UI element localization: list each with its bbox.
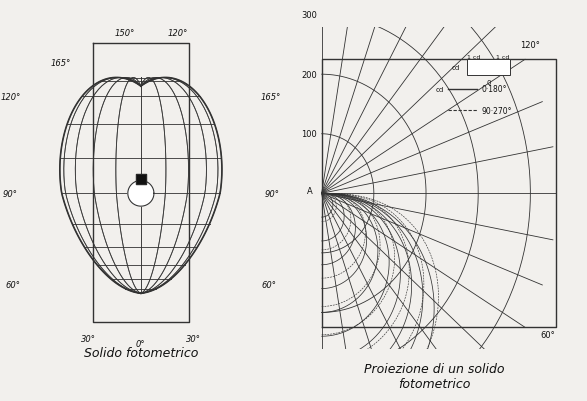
Text: 0: 0 [486, 80, 491, 86]
Text: 0·180°: 0·180° [481, 85, 507, 94]
Text: cd: cd [436, 87, 444, 93]
Text: Proiezione di un solido
fotometrico: Proiezione di un solido fotometrico [364, 362, 505, 390]
Text: 90°: 90° [2, 189, 17, 198]
Text: 120°: 120° [167, 29, 188, 38]
Text: 120°: 120° [1, 93, 21, 102]
Text: 120°: 120° [520, 41, 540, 49]
Text: 90°: 90° [265, 189, 279, 198]
Text: 60°: 60° [261, 280, 276, 289]
Text: 150°: 150° [115, 29, 136, 38]
Text: 165°: 165° [51, 59, 71, 68]
Text: 1 cd: 1 cd [496, 55, 510, 60]
Text: 200: 200 [301, 71, 317, 79]
Text: cd: cd [452, 65, 460, 71]
Text: 30°: 30° [185, 334, 201, 343]
Text: 165°: 165° [261, 93, 281, 102]
Text: 1 cd: 1 cd [467, 55, 481, 60]
Text: 30°: 30° [81, 334, 96, 343]
Text: 90·270°: 90·270° [481, 106, 512, 115]
Text: 60°: 60° [6, 280, 21, 289]
Polygon shape [128, 181, 154, 207]
Text: 100: 100 [301, 130, 317, 139]
Text: 300: 300 [301, 11, 317, 20]
Text: 60°: 60° [540, 330, 555, 339]
Text: A: A [306, 186, 312, 196]
Bar [467, 60, 510, 76]
Text: Solido fotometrico: Solido fotometrico [84, 346, 198, 358]
Text: 0°: 0° [136, 339, 146, 348]
